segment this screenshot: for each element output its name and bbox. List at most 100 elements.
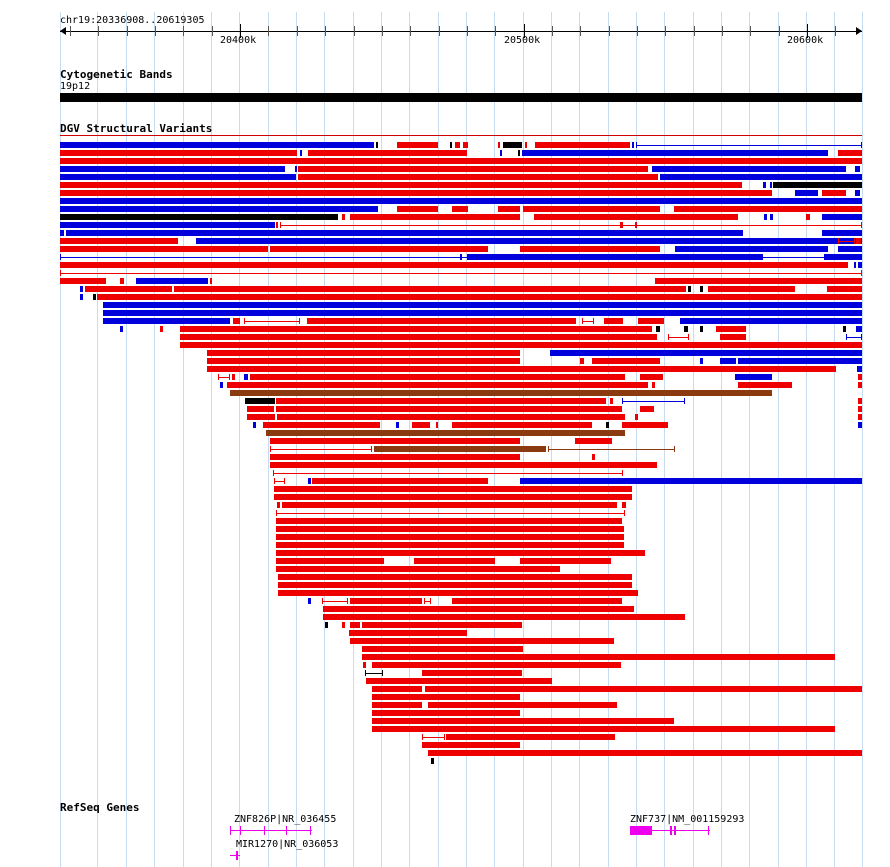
structural-variant[interactable] — [422, 670, 522, 676]
structural-variant[interactable] — [763, 182, 766, 188]
structural-variant[interactable] — [858, 414, 862, 420]
structural-variant[interactable] — [520, 478, 862, 484]
structural-variant[interactable] — [424, 601, 431, 602]
structural-variant[interactable] — [827, 286, 862, 292]
structural-variant[interactable] — [362, 622, 522, 628]
structural-variant[interactable] — [97, 294, 862, 300]
structural-variant[interactable] — [855, 166, 860, 172]
structural-variant[interactable] — [452, 422, 592, 428]
structural-variant[interactable] — [582, 321, 594, 322]
structural-variant[interactable] — [856, 238, 861, 244]
structural-variant[interactable] — [60, 222, 275, 228]
structural-variant[interactable] — [632, 142, 634, 148]
structural-variant[interactable] — [244, 374, 248, 380]
structural-variant[interactable] — [838, 241, 855, 242]
structural-variant[interactable] — [278, 590, 638, 596]
structural-variant[interactable] — [770, 182, 772, 188]
structural-variant[interactable] — [60, 174, 296, 180]
structural-variant[interactable] — [350, 638, 614, 644]
structural-variant[interactable] — [523, 206, 660, 212]
structural-variant[interactable] — [638, 318, 664, 324]
structural-variant[interactable] — [250, 374, 625, 380]
structural-variant[interactable] — [855, 190, 860, 196]
dgv-track-title[interactable]: DGV Structural Variants — [60, 122, 213, 135]
structural-variant[interactable] — [60, 246, 268, 252]
gene-label-mir1270[interactable]: MIR1270|NR_036053 — [236, 839, 339, 850]
structural-variant[interactable] — [550, 350, 862, 356]
structural-variant[interactable] — [323, 614, 685, 620]
structural-variant[interactable] — [467, 254, 763, 260]
structural-variant[interactable] — [227, 382, 648, 388]
structural-variant[interactable] — [350, 622, 360, 628]
structural-variant[interactable] — [276, 222, 278, 228]
structural-variant[interactable] — [103, 310, 862, 316]
structural-variant[interactable] — [80, 286, 83, 292]
structural-variant[interactable] — [350, 598, 422, 604]
structural-variant[interactable] — [322, 601, 348, 602]
structural-variant[interactable] — [397, 142, 438, 148]
structural-variant[interactable] — [396, 422, 399, 428]
structural-variant[interactable] — [136, 278, 208, 284]
structural-variant[interactable] — [323, 606, 634, 612]
structural-variant[interactable] — [700, 326, 703, 332]
structural-variant[interactable] — [280, 225, 862, 226]
structural-variant[interactable] — [372, 726, 835, 732]
structural-variant[interactable] — [85, 286, 172, 292]
structural-variant[interactable] — [700, 286, 703, 292]
structural-variant[interactable] — [428, 702, 617, 708]
structural-variant[interactable] — [308, 598, 311, 604]
structural-variant[interactable] — [247, 406, 274, 412]
gene-label-znf737[interactable]: ZNF737|NM_001159293 — [630, 814, 745, 825]
structural-variant[interactable] — [325, 622, 328, 628]
structural-variant[interactable] — [350, 214, 520, 220]
structural-variant[interactable] — [220, 382, 223, 388]
structural-variant[interactable] — [525, 142, 527, 148]
structural-variant[interactable] — [180, 342, 862, 348]
structural-variant[interactable] — [342, 622, 345, 628]
structural-variant[interactable] — [274, 481, 285, 482]
structural-variant[interactable] — [498, 142, 500, 148]
structural-variant[interactable] — [580, 358, 584, 364]
structural-variant[interactable] — [263, 422, 380, 428]
structural-variant[interactable] — [738, 382, 792, 388]
structural-variant[interactable] — [463, 142, 468, 148]
structural-variant[interactable] — [548, 449, 675, 450]
structural-variant[interactable] — [503, 142, 522, 148]
structural-variant[interactable] — [425, 686, 862, 692]
structural-variant[interactable] — [174, 286, 686, 292]
structural-variant[interactable] — [452, 206, 468, 212]
structural-variant[interactable] — [233, 318, 240, 324]
structural-variant[interactable] — [422, 737, 445, 738]
structural-variant[interactable] — [498, 206, 520, 212]
structural-variant[interactable] — [270, 462, 657, 468]
structural-variant[interactable] — [180, 326, 652, 332]
structural-variant[interactable] — [592, 454, 595, 460]
structural-variant[interactable] — [610, 398, 613, 404]
structural-variant[interactable] — [806, 214, 810, 220]
structural-variant[interactable] — [822, 214, 862, 220]
structural-variant[interactable] — [270, 454, 520, 460]
structural-variant[interactable] — [278, 582, 632, 588]
structural-variant[interactable] — [592, 358, 660, 364]
structural-variant[interactable] — [575, 438, 612, 444]
structural-variant[interactable] — [606, 422, 609, 428]
structural-variant[interactable] — [680, 318, 862, 324]
cytoband-track-title[interactable]: Cytogenetic Bands — [60, 68, 173, 81]
structural-variant[interactable] — [273, 473, 623, 474]
structural-variant[interactable] — [795, 190, 818, 196]
structural-variant[interactable] — [520, 558, 611, 564]
structural-variant[interactable] — [500, 150, 502, 156]
structural-variant[interactable] — [274, 486, 632, 492]
structural-variant[interactable] — [308, 150, 467, 156]
structural-variant[interactable] — [635, 414, 638, 420]
structural-variant[interactable] — [414, 558, 495, 564]
structural-variant[interactable] — [282, 502, 617, 508]
structural-variant[interactable] — [276, 558, 384, 564]
structural-variant[interactable] — [60, 206, 378, 212]
structural-variant[interactable] — [770, 214, 773, 220]
structural-variant[interactable] — [652, 166, 846, 172]
structural-variant[interactable] — [858, 262, 862, 268]
structural-variant[interactable] — [684, 326, 688, 332]
structural-variant[interactable] — [856, 326, 862, 332]
structural-variant[interactable] — [854, 262, 856, 268]
